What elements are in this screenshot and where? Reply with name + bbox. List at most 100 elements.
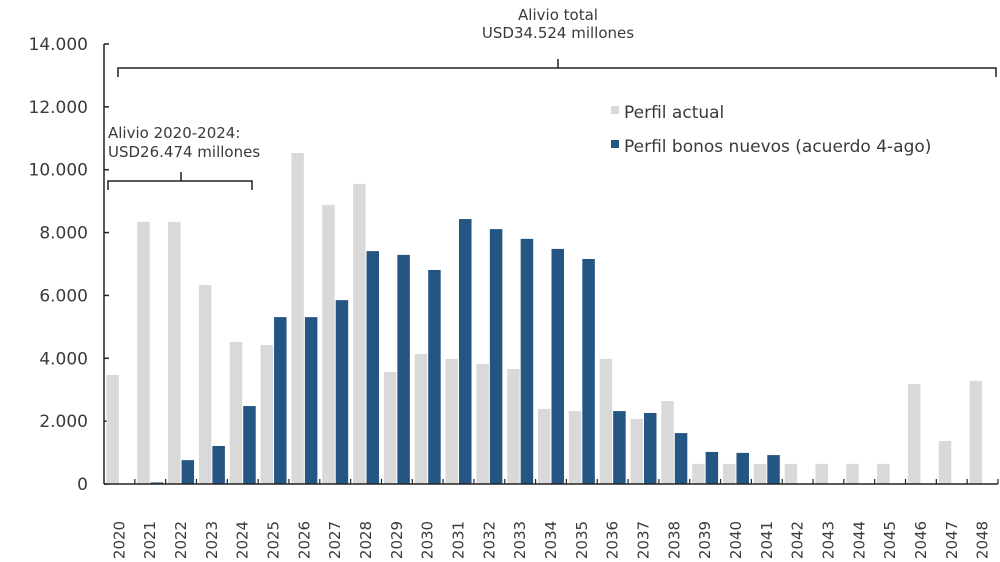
x-tick-label: 2025 <box>265 521 283 559</box>
x-tick-label: 2024 <box>234 521 252 559</box>
bar-perfil-bonos-nuevos-2030 <box>428 269 441 484</box>
y-tick-label: 4.000 <box>39 349 88 369</box>
bar-perfil-actual-2038 <box>661 401 674 484</box>
bar-perfil-bonos-nuevos-2041 <box>767 455 780 484</box>
bar-perfil-actual-2025 <box>260 345 274 484</box>
legend-swatch <box>611 140 619 148</box>
x-tick-label: 2021 <box>141 521 159 559</box>
bar-perfil-actual-2026 <box>291 153 304 485</box>
bar-perfil-actual-2041 <box>753 463 767 484</box>
bar-perfil-actual-2031 <box>445 358 459 484</box>
x-tick-label: 2045 <box>881 521 899 559</box>
bar-perfil-actual-2047 <box>938 440 952 484</box>
bar-perfil-actual-2036 <box>599 358 613 484</box>
x-tick-label: 2028 <box>357 521 375 559</box>
bar-perfil-bonos-nuevos-2036 <box>613 411 626 484</box>
bar-perfil-actual-2027 <box>322 204 335 484</box>
y-tick-label: 0 <box>77 475 88 495</box>
bar-perfil-actual-2048 <box>969 380 983 484</box>
bar-perfil-actual-2022 <box>168 221 181 484</box>
bars <box>106 153 983 485</box>
y-tick-label: 8.000 <box>39 224 88 244</box>
legend-label: Perfil actual <box>624 103 724 123</box>
x-tick-label: 2032 <box>480 521 498 559</box>
y-axis: 0 2.000 4.000 6.000 8.000 10.000 12.000 14.000 <box>29 35 109 495</box>
legend-item-0: Perfil actual <box>611 103 724 123</box>
annotation-bracket-partial: Alivio 2020-2024:USD26.474 millones <box>107 124 260 190</box>
x-tick-label: 2039 <box>696 521 714 559</box>
bar-perfil-actual-2045 <box>877 463 890 484</box>
bar-perfil-bonos-nuevos-2038 <box>674 433 688 484</box>
y-tick-label: 2.000 <box>39 412 88 432</box>
bar-perfil-actual-2030 <box>414 353 428 484</box>
bar-perfil-actual-2043 <box>815 463 828 484</box>
legend-label: Perfil bonos nuevos (acuerdo 4-ago) <box>624 137 931 157</box>
annotation-line1: Alivio 2020-2024: <box>108 124 240 142</box>
bar-perfil-bonos-nuevos-2035 <box>582 258 595 484</box>
x-tick-label: 2036 <box>604 521 622 559</box>
legend-swatch <box>611 106 619 114</box>
bar-perfil-bonos-nuevos-2033 <box>520 238 534 484</box>
annotation-line1: Alivio total <box>518 6 598 24</box>
bar-perfil-actual-2037 <box>630 418 643 484</box>
x-tick-label: 2042 <box>789 521 807 559</box>
x-tick-label: 2033 <box>511 521 529 559</box>
legend: Perfil actual Perfil bonos nuevos (acuerd… <box>611 103 931 157</box>
x-tick-label: 2048 <box>974 521 992 559</box>
y-tick-label: 10.000 <box>29 161 88 181</box>
x-tick-label: 2023 <box>203 521 221 559</box>
bar-perfil-actual-2042 <box>784 463 798 484</box>
x-tick-label: 2044 <box>850 521 868 559</box>
bar-perfil-bonos-nuevos-2040 <box>736 452 749 484</box>
x-tick-label: 2035 <box>573 521 591 559</box>
x-tick-label: 2026 <box>295 521 313 559</box>
annotation-line2: USD26.474 millones <box>108 143 260 161</box>
x-tick-label: 2037 <box>634 521 652 559</box>
y-tick-label: 14.000 <box>29 35 88 55</box>
bar-perfil-bonos-nuevos-2029 <box>397 254 410 484</box>
bar-perfil-bonos-nuevos-2034 <box>551 248 564 484</box>
x-tick-label: 2043 <box>819 521 837 559</box>
bar-perfil-bonos-nuevos-2037 <box>643 412 657 484</box>
bracket-line <box>107 172 253 190</box>
bar-perfil-actual-2034 <box>538 408 551 484</box>
bar-perfil-bonos-nuevos-2039 <box>705 451 719 484</box>
x-axis: 2020 2021 2022 2023 2024 2025 2026 2027 2028 2029… <box>104 479 999 559</box>
x-tick-label: 2031 <box>450 521 468 559</box>
bar-perfil-actual-2028 <box>353 183 366 484</box>
x-tick-label: 2020 <box>110 521 128 559</box>
bar-perfil-bonos-nuevos-2023 <box>212 445 225 484</box>
annotation-line2: USD34.524 millones <box>482 24 634 42</box>
bracket-line <box>117 59 997 77</box>
bar-perfil-actual-2024 <box>229 341 243 484</box>
x-tick-label: 2040 <box>727 521 745 559</box>
x-tick-label: 2034 <box>542 521 560 559</box>
bar-perfil-actual-2020 <box>106 374 119 484</box>
x-tick-label: 2030 <box>419 521 437 559</box>
x-tick-label: 2041 <box>758 521 776 559</box>
bar-perfil-bonos-nuevos-2027 <box>335 300 349 484</box>
bar-perfil-bonos-nuevos-2031 <box>459 219 472 485</box>
bar-perfil-bonos-nuevos-2028 <box>366 251 380 484</box>
bar-perfil-bonos-nuevos-2021 <box>150 482 164 484</box>
y-tick-label: 6.000 <box>39 286 88 306</box>
bar-perfil-actual-2035 <box>568 411 582 484</box>
bar-perfil-actual-2029 <box>383 372 397 484</box>
bar-perfil-actual-2044 <box>846 463 859 484</box>
bar-perfil-bonos-nuevos-2024 <box>243 406 256 484</box>
x-tick-label: 2027 <box>326 521 344 559</box>
bar-perfil-bonos-nuevos-2026 <box>304 317 318 484</box>
x-tick-label: 2038 <box>665 521 683 559</box>
bar-perfil-actual-2046 <box>907 384 921 484</box>
bar-perfil-actual-2023 <box>198 285 212 484</box>
y-tick-label: 12.000 <box>29 98 88 118</box>
bar-perfil-actual-2039 <box>692 463 705 484</box>
bar-perfil-bonos-nuevos-2032 <box>489 229 503 484</box>
bar-perfil-bonos-nuevos-2022 <box>181 460 195 484</box>
x-tick-label: 2022 <box>172 521 190 559</box>
bar-perfil-actual-2032 <box>476 363 489 484</box>
x-tick-label: 2046 <box>912 521 930 559</box>
